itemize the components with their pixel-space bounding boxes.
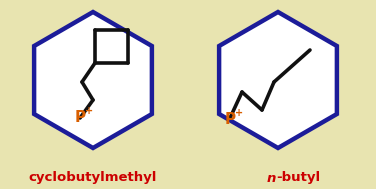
Text: P: P	[75, 111, 86, 125]
Polygon shape	[219, 12, 337, 148]
Text: -butyl: -butyl	[276, 171, 320, 184]
Polygon shape	[34, 12, 152, 148]
Text: +: +	[85, 106, 93, 116]
Text: +: +	[235, 108, 243, 118]
Text: cyclobutylmethyl: cyclobutylmethyl	[29, 171, 157, 184]
Text: P: P	[225, 112, 236, 128]
Text: n: n	[267, 171, 276, 184]
